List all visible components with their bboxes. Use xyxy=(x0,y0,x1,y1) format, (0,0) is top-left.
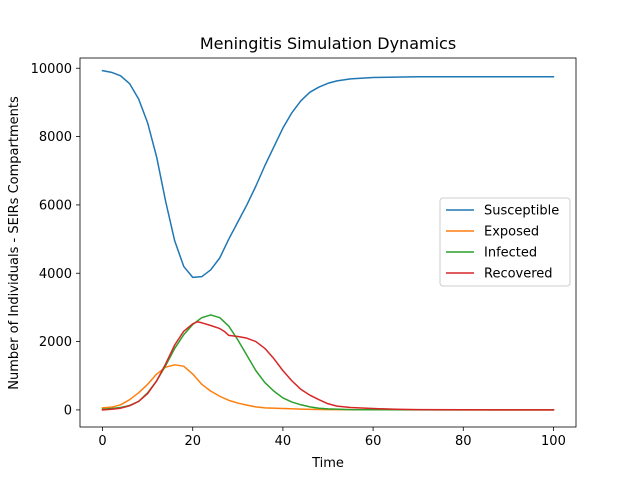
x-tick-label: 20 xyxy=(184,434,201,449)
chart-title: Meningitis Simulation Dynamics xyxy=(200,34,456,53)
y-axis: 0 2000 4000 6000 8000 10000 xyxy=(31,62,80,418)
x-axis: 0 20 40 60 80 100 xyxy=(98,427,566,449)
series-line-recovered xyxy=(101,321,555,411)
x-tick-label: 100 xyxy=(541,434,566,449)
series-line-susceptible xyxy=(101,69,555,279)
x-tick-label: 80 xyxy=(455,434,472,449)
legend-label-exposed: Exposed xyxy=(484,225,539,240)
y-axis-title: Number of Individuals - SEIRs Compartmen… xyxy=(7,96,22,390)
legend: Susceptible Exposed Infected Recovered xyxy=(439,197,571,287)
plot-frame xyxy=(79,57,577,428)
series-line-exposed xyxy=(101,364,555,411)
x-tick-label: 0 xyxy=(98,434,106,449)
y-tick-label: 10000 xyxy=(31,62,72,77)
y-tick-label: 8000 xyxy=(39,130,72,145)
legend-label-susceptible: Susceptible xyxy=(484,204,559,219)
plot-area xyxy=(79,57,577,428)
x-axis-title: Time xyxy=(311,456,344,471)
legend-label-recovered: Recovered xyxy=(484,267,553,282)
y-tick-label: 4000 xyxy=(39,267,72,282)
y-tick-label: 6000 xyxy=(39,198,72,213)
x-tick-label: 60 xyxy=(365,434,382,449)
legend-label-infected: Infected xyxy=(484,246,537,261)
x-tick-label: 40 xyxy=(275,434,292,449)
legend-box xyxy=(439,197,571,287)
y-tick-label: 2000 xyxy=(39,335,72,350)
y-tick-label: 0 xyxy=(64,403,72,418)
